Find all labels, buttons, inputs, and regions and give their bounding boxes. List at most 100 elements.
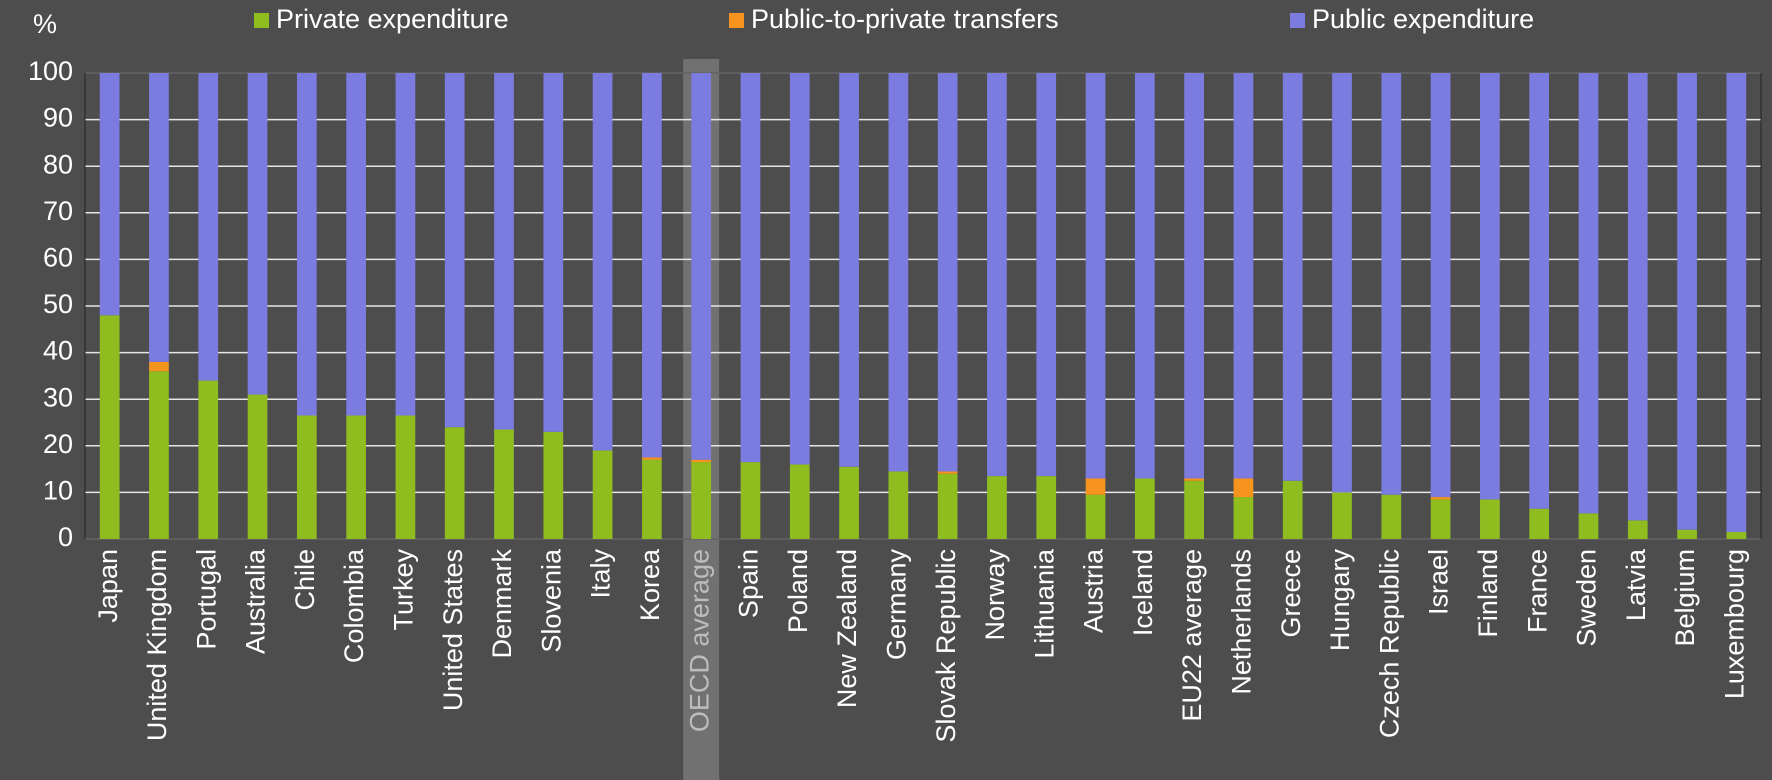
x-tick-label: United States <box>438 549 468 711</box>
bar-segment <box>592 73 613 451</box>
bar-segment <box>149 371 169 539</box>
x-tick-label: Israel <box>1424 549 1454 615</box>
legend-label: Public-to-private transfers <box>751 4 1059 34</box>
y-tick-label: 10 <box>43 476 73 506</box>
x-tick-label: Austria <box>1079 548 1109 633</box>
x-tick-label: Latvia <box>1621 548 1651 621</box>
bar-segment <box>494 73 514 430</box>
bar-segment <box>1480 499 1500 539</box>
bar-segment <box>1430 499 1451 539</box>
bar-segment <box>1430 497 1451 500</box>
bar-segment <box>691 459 712 463</box>
legend-swatch <box>729 13 744 28</box>
bar-segment <box>1085 494 1106 539</box>
x-tick-label: United Kingdom <box>142 549 172 741</box>
bar-segment <box>444 73 465 428</box>
legend-swatch <box>1290 13 1305 28</box>
bar-segment <box>296 73 317 416</box>
x-tick-label: Spain <box>734 549 764 618</box>
bar-segment <box>1578 73 1599 514</box>
bar-segment <box>642 73 662 458</box>
y-tick-label: 80 <box>43 149 73 179</box>
bar-segment <box>1578 513 1599 539</box>
bar-segment <box>494 429 514 539</box>
x-tick-label: France <box>1522 549 1552 633</box>
y-axis-label: % <box>33 9 57 39</box>
bar-segment <box>247 394 268 539</box>
legend-label: Private expenditure <box>276 4 509 34</box>
plot-frame <box>84 72 1762 540</box>
x-tick-label: Slovenia <box>536 548 566 653</box>
bar-segment <box>1381 73 1402 495</box>
bar-segment <box>1036 476 1057 539</box>
bar-segment <box>149 73 169 362</box>
x-tick-label: Japan <box>93 549 123 623</box>
bar-segment <box>1036 73 1057 477</box>
bar-segment <box>642 459 662 539</box>
x-tick-label: Hungary <box>1325 549 1355 652</box>
bar-segment <box>1677 73 1697 530</box>
bar-segment <box>937 471 958 474</box>
x-tick-label: New Zealand <box>832 549 862 708</box>
bar-segment <box>1529 73 1550 509</box>
bar-segment <box>937 73 958 472</box>
y-tick-label: 40 <box>43 336 73 366</box>
x-tick-label: Poland <box>783 549 813 633</box>
bar-segment <box>346 415 366 539</box>
bar-segment <box>543 73 564 432</box>
bar-segment <box>691 73 712 460</box>
bar-segment <box>346 73 366 416</box>
x-tick-label: Australia <box>241 548 271 654</box>
x-tick-label: Slovak Republic <box>931 549 961 743</box>
bar-segment <box>888 73 909 472</box>
bar-segment <box>1184 73 1204 479</box>
x-tick-label: EU22 average <box>1177 549 1207 722</box>
y-tick-label: 100 <box>28 56 73 86</box>
bar-segment <box>296 415 317 539</box>
x-tick-label: Netherlands <box>1227 549 1257 695</box>
bar-segment <box>395 73 416 416</box>
x-tick-label: Luxembourg <box>1719 549 1749 699</box>
bar-segment <box>395 415 416 539</box>
bar-segment <box>1184 478 1204 481</box>
bar-segment <box>642 457 662 460</box>
legend-swatch <box>254 13 269 28</box>
x-tick-label: Czech Republic <box>1374 549 1404 738</box>
bar-segment <box>198 380 219 539</box>
x-tick-label: Iceland <box>1128 549 1158 636</box>
bar-segment <box>1627 520 1648 539</box>
x-tick-label: Finland <box>1473 549 1503 638</box>
bar-segment <box>1282 73 1303 481</box>
bar-segment <box>740 73 761 463</box>
bar-segment <box>1233 73 1254 479</box>
y-tick-label: 60 <box>43 243 73 273</box>
y-tick-label: 30 <box>43 382 73 412</box>
x-tick-label: Sweden <box>1572 549 1602 647</box>
bar-segment <box>99 315 120 539</box>
bar-segment <box>1233 497 1254 539</box>
bar-segment <box>691 462 712 539</box>
bar-segment <box>1184 480 1204 539</box>
y-tick-label: 90 <box>43 103 73 133</box>
bar-segment <box>1480 73 1500 500</box>
bar-segment <box>543 431 564 539</box>
bar-segment <box>1085 478 1106 495</box>
bar-segment <box>888 471 909 539</box>
bar-segment <box>1233 478 1254 498</box>
legend-label: Public expenditure <box>1312 4 1534 34</box>
bar-segment <box>1677 529 1697 539</box>
x-tick-label: Lithuania <box>1029 548 1059 659</box>
bar-segment <box>937 473 958 539</box>
bar-segment <box>839 73 859 467</box>
bar-segment <box>1529 508 1550 539</box>
bar-segment <box>1726 532 1747 539</box>
bar-segment <box>1282 480 1303 539</box>
x-tick-label: OECD average <box>684 549 714 732</box>
x-tick-label: Denmark <box>487 549 517 659</box>
bar-segment <box>789 73 810 465</box>
x-tick-label: Korea <box>635 548 665 621</box>
bar-segment <box>247 73 268 395</box>
x-tick-label: Germany <box>881 549 911 661</box>
bar-segment <box>1430 73 1451 498</box>
